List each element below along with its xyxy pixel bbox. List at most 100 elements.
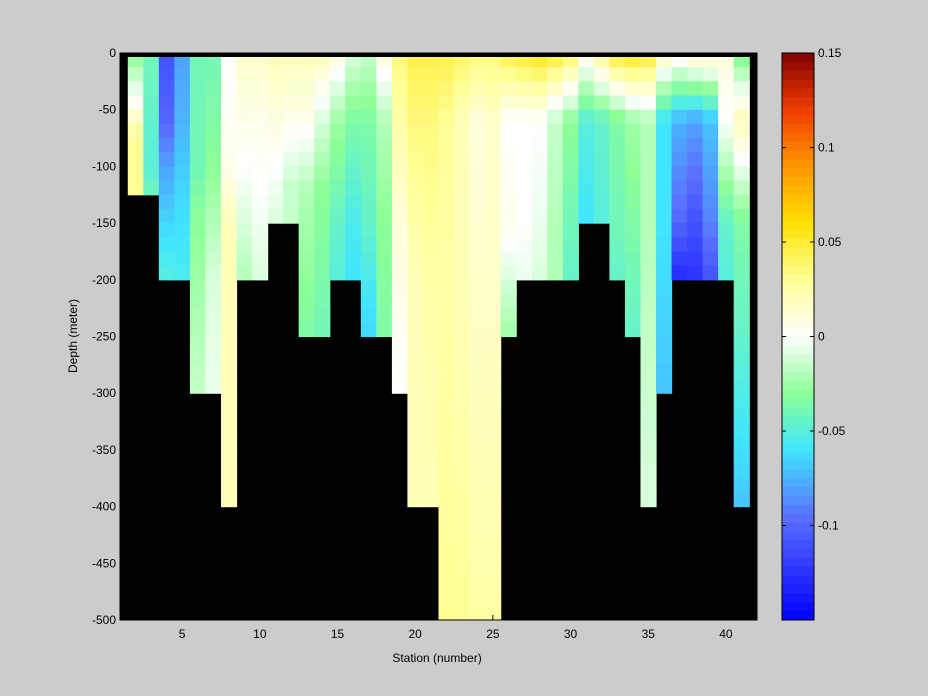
heatmap-cell [422, 251, 440, 267]
heatmap-cell [656, 237, 673, 253]
heatmap-cell [407, 138, 424, 153]
heatmap-cell [252, 251, 269, 267]
heatmap-cell [360, 237, 377, 253]
heatmap-cell [205, 265, 222, 281]
heatmap-cell [283, 123, 300, 139]
heatmap-cell [174, 109, 191, 125]
heatmap-cell [314, 279, 331, 295]
heatmap-cell [531, 251, 548, 267]
colorbar-swatch [782, 61, 814, 72]
heatmap-cell [360, 308, 377, 323]
heatmap-cell [438, 492, 455, 508]
heatmap-cell [407, 421, 424, 437]
colorbar-swatch [782, 97, 814, 107]
heatmap-cell [485, 308, 502, 323]
heatmap-cell [360, 208, 377, 224]
heatmap-cell [485, 322, 502, 338]
heatmap-cell [624, 166, 642, 182]
colorbar-swatch [782, 274, 814, 284]
colorbar-swatch [782, 602, 814, 612]
heatmap-cell [671, 166, 688, 182]
heatmap-cell [205, 123, 222, 139]
heatmap-cell [407, 478, 424, 494]
heatmap-cell [562, 180, 579, 196]
heatmap-cell [298, 180, 315, 196]
plot-area [119, 52, 758, 621]
heatmap-cell [469, 251, 486, 267]
heatmap-cell [189, 308, 207, 323]
heatmap-cell [687, 265, 704, 281]
heatmap-cell [252, 123, 269, 139]
heatmap-cell [454, 67, 471, 82]
heatmap-cell [236, 138, 253, 153]
heatmap-cell [205, 379, 222, 394]
heatmap-cell [640, 138, 657, 153]
heatmap-cell [438, 81, 455, 97]
heatmap-cell [283, 152, 300, 167]
heatmap-cell [624, 95, 642, 111]
heatmap-cell [469, 435, 486, 451]
heatmap-cell [640, 449, 657, 465]
heatmap-cell [189, 350, 207, 366]
heatmap-cell [500, 67, 517, 82]
y-tick-label: -400 [92, 500, 116, 514]
heatmap-cell [671, 194, 688, 210]
heatmap-cell [656, 166, 673, 182]
heatmap-cell [438, 350, 455, 366]
heatmap-cell [438, 549, 455, 564]
heatmap-cell [500, 123, 517, 139]
heatmap-cell [469, 549, 486, 564]
heatmap-cell [485, 563, 502, 579]
heatmap-cell [547, 237, 564, 253]
heatmap-cell [454, 364, 471, 380]
heatmap-cell [547, 194, 564, 210]
heatmap-cell [252, 67, 269, 82]
heatmap-cell [422, 166, 440, 182]
heatmap-cell [298, 293, 315, 309]
x-axis-label: Station (number) [392, 651, 481, 665]
heatmap-cell [252, 152, 269, 167]
colorbar-swatch [782, 460, 814, 470]
heatmap-cell [422, 435, 440, 451]
heatmap-cell [562, 166, 579, 182]
heatmap-cell [236, 67, 253, 82]
heatmap-cell [376, 251, 393, 267]
heatmap-cell [702, 67, 719, 82]
heatmap-cell [531, 265, 548, 281]
heatmap-cell [485, 194, 502, 210]
heatmap-cell [500, 265, 517, 281]
heatmap-cell [733, 109, 750, 125]
heatmap-cell [469, 95, 486, 111]
heatmap-cell [500, 308, 517, 323]
colorbar-tick-label: 0 [818, 330, 825, 344]
heatmap-cell [376, 138, 393, 153]
heatmap-cell [407, 364, 424, 380]
heatmap-cell [469, 152, 486, 167]
heatmap-cell [454, 478, 471, 494]
heatmap-cell [189, 223, 207, 238]
heatmap-cell [407, 95, 424, 111]
heatmap-cell [624, 180, 642, 196]
heatmap-cell [469, 194, 486, 210]
heatmap-cell [454, 605, 471, 621]
x-tick-label: 20 [409, 627, 423, 641]
heatmap-cell [454, 492, 471, 508]
heatmap-cell [733, 492, 750, 508]
heatmap-cell [485, 591, 502, 607]
heatmap-cell [516, 208, 533, 224]
heatmap-cell [454, 591, 471, 607]
heatmap-cell [485, 336, 502, 352]
heatmap-cell [733, 138, 750, 153]
heatmap-cell [640, 492, 657, 508]
heatmap-cell [485, 350, 502, 366]
heatmap-cell [562, 81, 579, 97]
heatmap-cell [407, 407, 424, 423]
heatmap-cell [422, 194, 440, 210]
colorbar-swatch [782, 327, 814, 337]
heatmap-cell [702, 152, 719, 167]
heatmap-cell [329, 109, 346, 125]
heatmap-cell [360, 152, 377, 167]
heatmap-cell [252, 166, 269, 182]
heatmap-cell [593, 166, 611, 182]
heatmap-cell [578, 152, 595, 167]
